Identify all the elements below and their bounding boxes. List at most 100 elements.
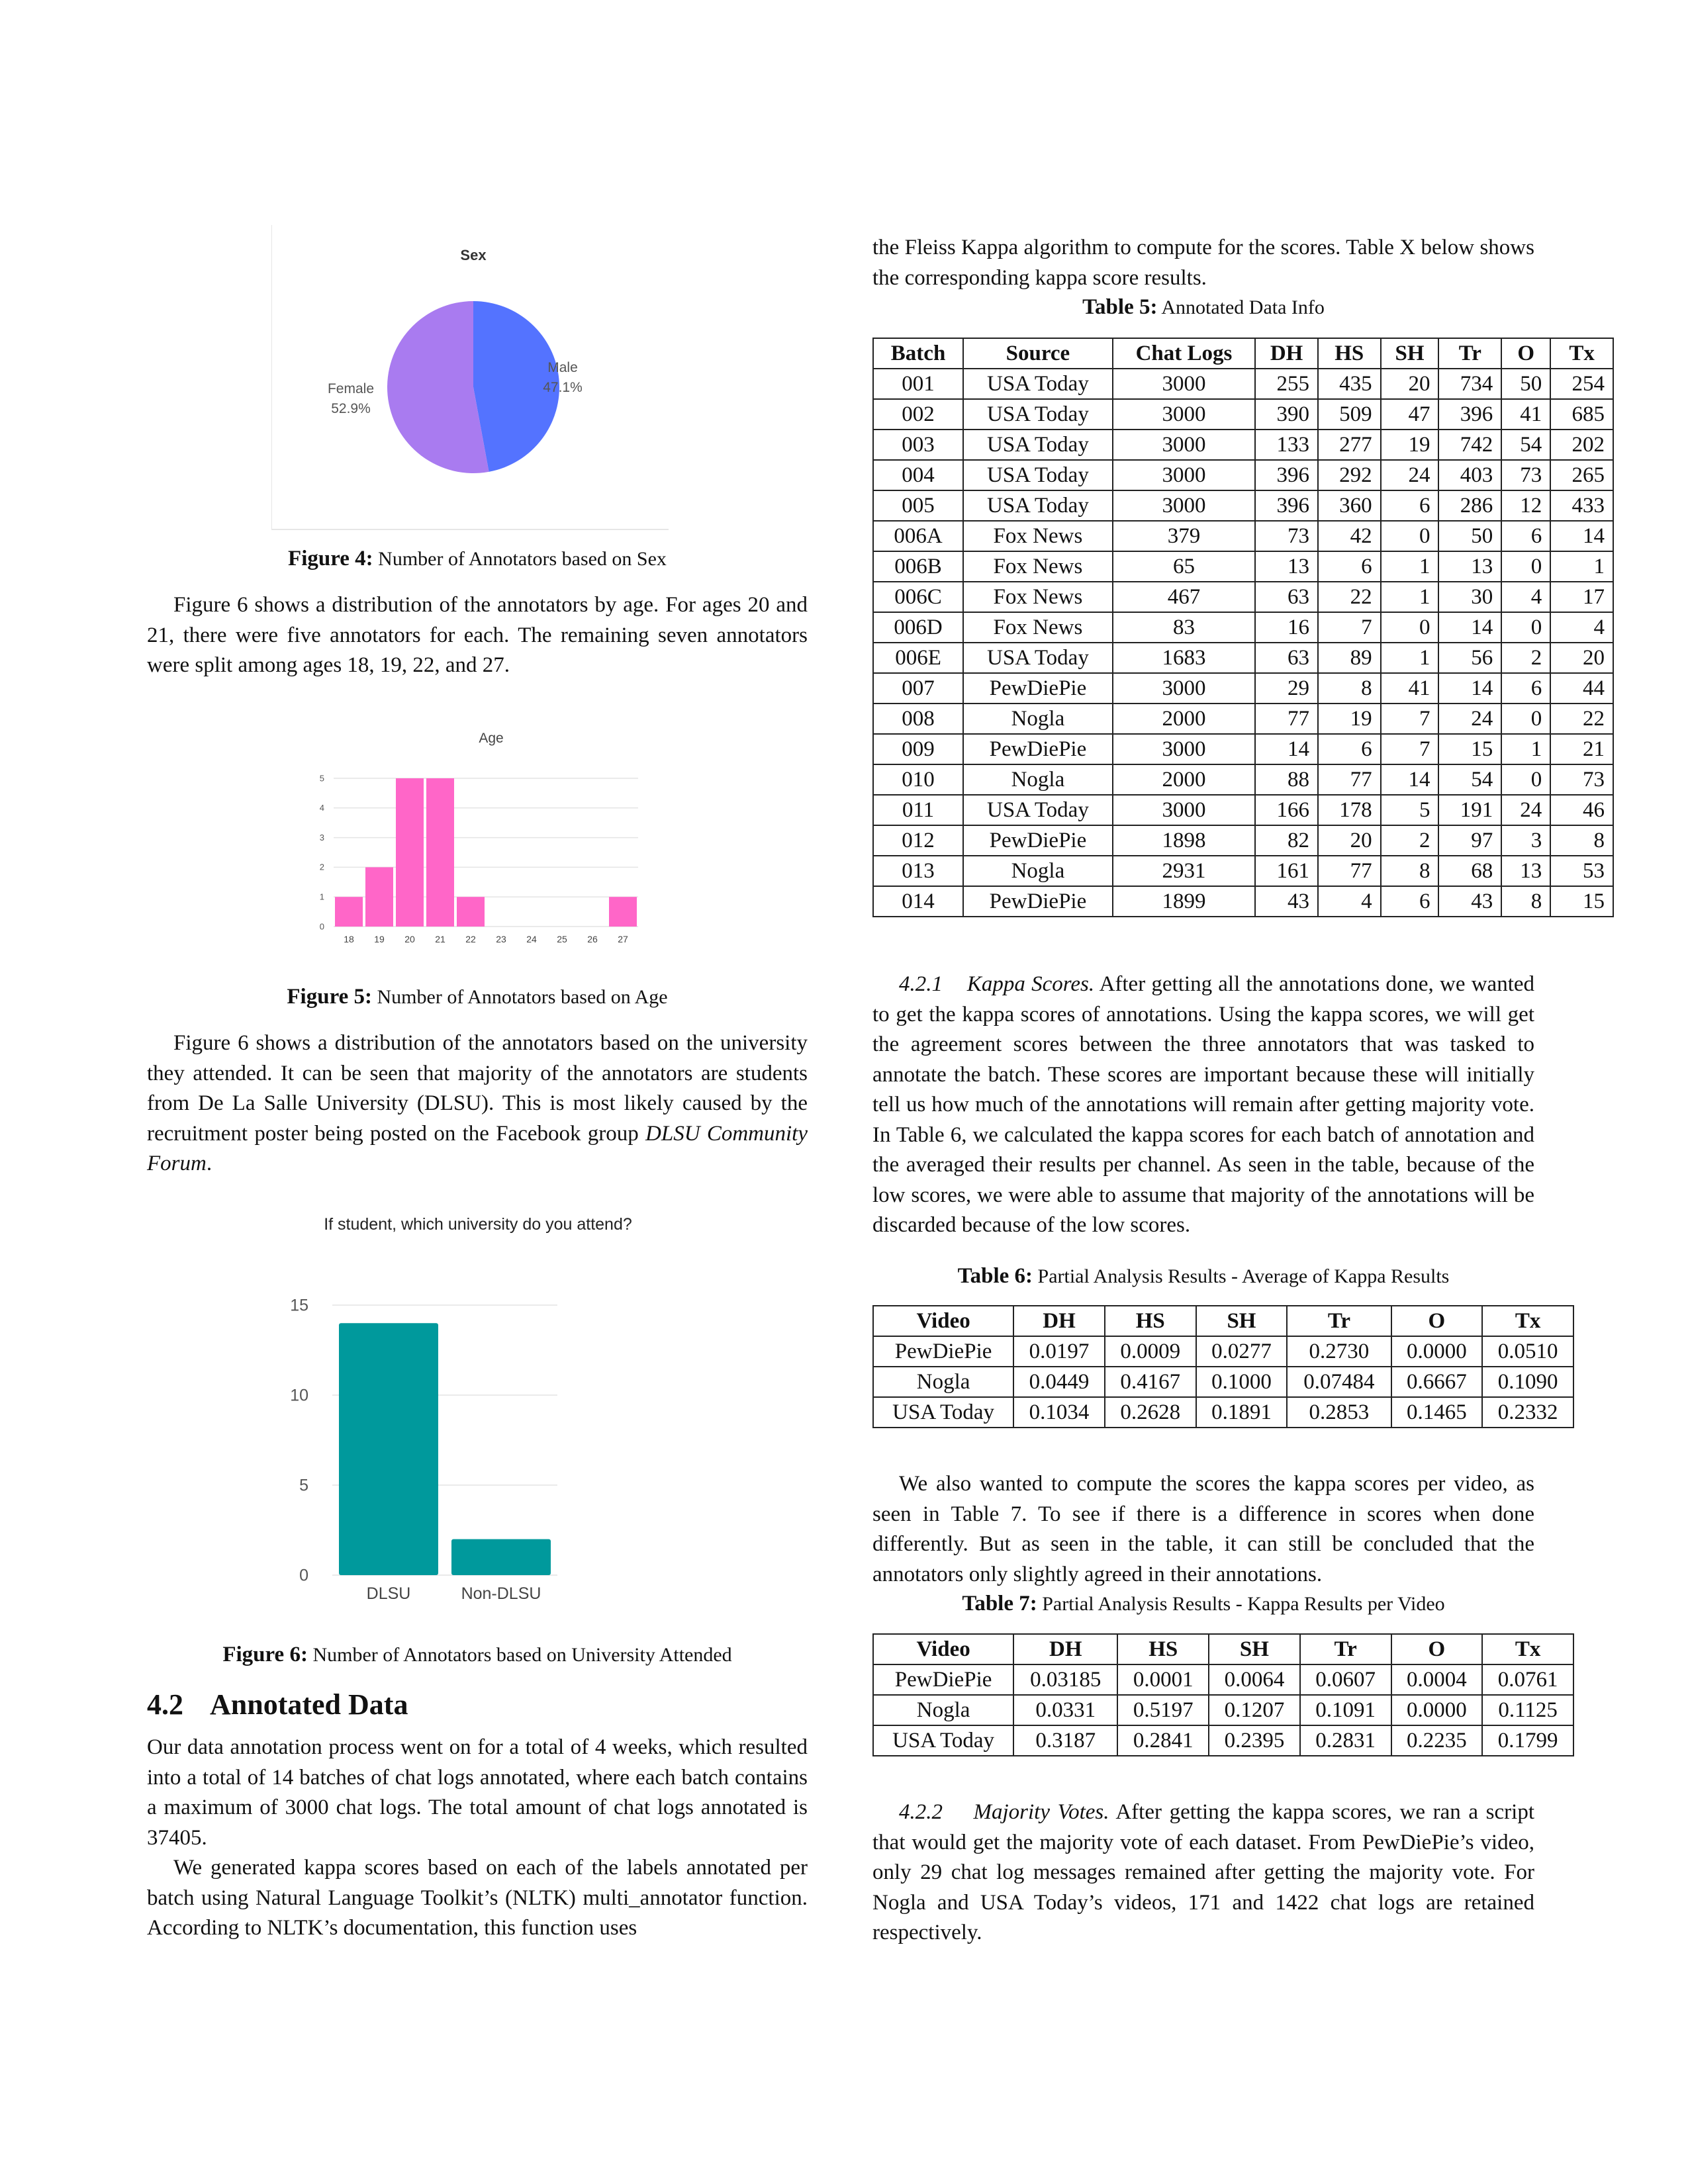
table-cell: 006D [872, 612, 964, 643]
table-cell: 0.0064 [1208, 1664, 1301, 1696]
table-cell: 54 [1438, 764, 1503, 796]
table-cell: 161 [1254, 855, 1319, 887]
table-cell: USA Today [872, 1725, 1015, 1756]
table-cell: USA Today [962, 398, 1113, 430]
table-cell: 006A [872, 520, 964, 552]
table-cell: 0.1207 [1208, 1694, 1301, 1726]
table-cell: 46 [1550, 794, 1614, 826]
column-header-hs: HS [1317, 338, 1382, 369]
table-5-caption-label: Table 5: [1082, 295, 1158, 319]
table-cell: 685 [1550, 398, 1614, 430]
paragraph-university-text-a: Figure 6 shows a distribution of the ann… [147, 1031, 808, 1146]
column-header-tx: Tx [1550, 338, 1614, 369]
table-cell: 3000 [1111, 459, 1256, 491]
table-cell: 0 [1501, 764, 1552, 796]
table-cell: 202 [1550, 429, 1614, 461]
table-cell: 6 [1501, 520, 1552, 552]
bar-20 [396, 778, 424, 927]
table-cell: 0 [1501, 703, 1552, 735]
pie-label-male: Male [547, 360, 578, 375]
table-cell: 43 [1438, 886, 1503, 917]
figure-4-caption-text: Number of Annotators based on Sex [378, 548, 667, 570]
table-cell: USA Today [962, 459, 1113, 491]
column-header-tr: Tr [1438, 338, 1503, 369]
table-cell: 3000 [1111, 398, 1256, 430]
x-tick-label: 22 [465, 934, 476, 944]
x-tick-label: 21 [435, 934, 445, 944]
table-cell: 20 [1550, 642, 1614, 674]
table-row: 002 USA Today 3000 390 509 47 396 41 685 [872, 398, 1614, 430]
table-cell: 42 [1317, 520, 1382, 552]
table-6-caption-label: Table 6: [957, 1264, 1033, 1288]
table-cell: 0.2831 [1299, 1725, 1392, 1756]
table-cell: 6 [1317, 733, 1382, 765]
table-cell: 009 [872, 733, 964, 765]
x-tick-label: 23 [496, 934, 506, 944]
table-cell: 20 [1380, 368, 1440, 400]
table-cell: 0.0607 [1299, 1664, 1392, 1696]
table-cell: 396 [1254, 490, 1319, 522]
paragraph-university-forum-name: DLSU Community Forum [147, 1121, 808, 1176]
table-cell: 14 [1438, 612, 1503, 643]
table-cell: 006B [872, 551, 964, 582]
table-7-kappa-results-per-video: Video DH HS SH Tr O Tx PewDiePie 0.03185 0.0001 0… [872, 1633, 1574, 1756]
table-cell: 2000 [1111, 764, 1256, 796]
table-cell: 43 [1254, 886, 1319, 917]
table-cell: 0.1465 [1390, 1396, 1483, 1428]
table-cell: Nogla [962, 703, 1113, 735]
table-cell: 89 [1317, 642, 1382, 674]
table-cell: 3000 [1111, 794, 1256, 826]
bar-non-dlsu [451, 1539, 551, 1575]
table-cell: 007 [872, 672, 964, 704]
column-header-dh: DH [1254, 338, 1319, 369]
subsection-4-2-1-title: Kappa Scores. [966, 972, 1095, 996]
table-cell: 006E [872, 642, 964, 674]
y-tick-label: 0 [320, 921, 324, 931]
table-cell: 13 [1438, 551, 1503, 582]
table-row: Nogla 0.0449 0.4167 0.1000 0.07484 0.6667 0.10… [872, 1366, 1574, 1398]
table-cell: 1 [1501, 733, 1552, 765]
table-row: 006B Fox News 65 13 6 1 13 0 1 [872, 551, 1614, 582]
table-cell: 0.4167 [1103, 1366, 1197, 1398]
table-cell: 6 [1380, 490, 1440, 522]
paragraph-age-distribution: Figure 6 shows a distribution of the ann… [147, 593, 808, 677]
table-cell: 012 [872, 825, 964, 856]
subsection-4-2-2-title: Majority Votes. [973, 1800, 1109, 1824]
table-cell: 41 [1380, 672, 1440, 704]
table-cell: 19 [1380, 429, 1440, 461]
table-cell: Nogla [962, 855, 1113, 887]
table-cell: 360 [1317, 490, 1382, 522]
table-cell: 1 [1380, 642, 1440, 674]
table-cell: 0.2332 [1481, 1396, 1574, 1428]
table-cell: 191 [1438, 794, 1503, 826]
table-cell: PewDiePie [962, 825, 1113, 856]
paragraph-annotation-process: Our data annotation process went on for … [147, 1735, 808, 1850]
table-row: 014 PewDiePie 1899 43 4 6 43 8 15 [872, 886, 1614, 917]
x-tick-label: 19 [374, 934, 385, 944]
table-row: 001 USA Today 3000 255 435 20 734 50 254 [872, 368, 1614, 400]
table-cell: 12 [1501, 490, 1552, 522]
table-header-row: Video DH HS SH Tr O Tx [872, 1633, 1574, 1665]
table-cell: 24 [1380, 459, 1440, 491]
table-cell: USA Today [962, 642, 1113, 674]
table-cell: 68 [1438, 855, 1503, 887]
table-cell: USA Today [962, 429, 1113, 461]
table-cell: 004 [872, 459, 964, 491]
table-cell: USA Today [962, 794, 1113, 826]
x-tick-label: 26 [587, 934, 598, 944]
table-cell: 20 [1317, 825, 1382, 856]
table-cell: 0.07484 [1286, 1366, 1392, 1398]
column-header-video: Video [872, 1633, 1015, 1665]
table-cell: 292 [1317, 459, 1382, 491]
table-cell: 50 [1438, 520, 1503, 552]
column-header-sh: SH [1380, 338, 1440, 369]
table-header-row: Batch Source Chat Logs DH HS SH Tr O Tx [872, 338, 1614, 369]
table-cell: 0 [1501, 551, 1552, 582]
table-6-average-kappa-results: Video DH HS SH Tr O Tx PewDiePie 0.0197 0.0009 0.… [872, 1305, 1574, 1428]
table-row: 012 PewDiePie 1898 82 20 2 97 3 8 [872, 825, 1614, 856]
table-cell: 379 [1111, 520, 1256, 552]
table-cell: 0.1091 [1299, 1694, 1392, 1726]
university-chart-title: If student, which university do you atte… [324, 1215, 632, 1234]
table-cell: PewDiePie [872, 1664, 1015, 1696]
